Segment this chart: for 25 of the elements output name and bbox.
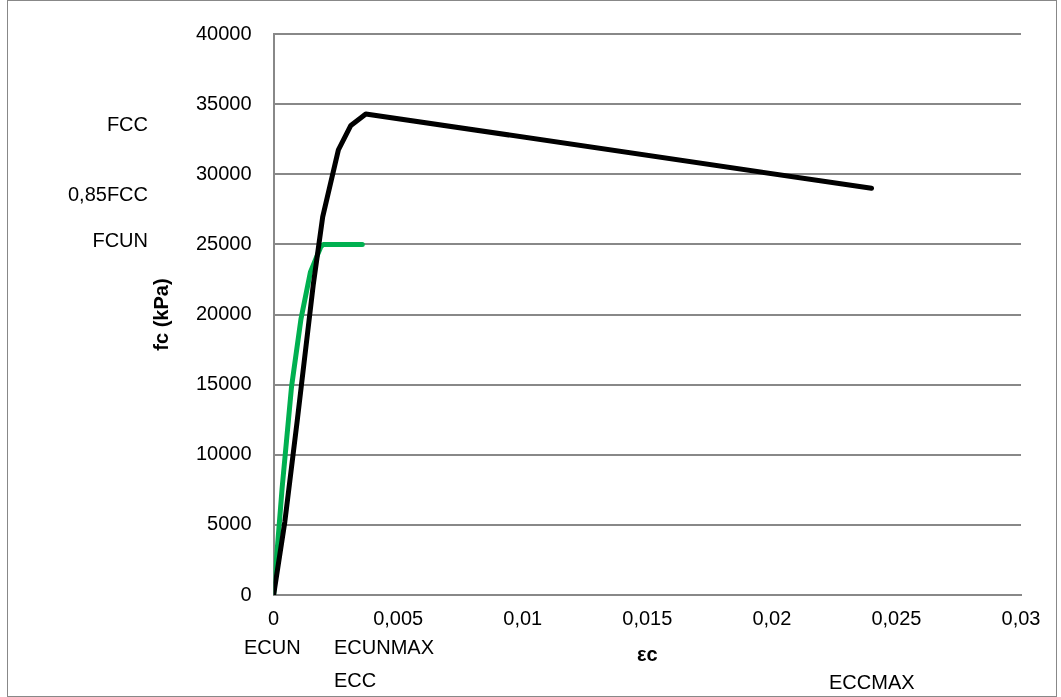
- x-tick-label: 0,015: [622, 606, 673, 629]
- x-tick-label: 0,01: [503, 606, 543, 629]
- x-tick-label: 0,005: [373, 606, 424, 629]
- y-tick-label: 15000: [195, 372, 252, 395]
- text: FCC: [106, 113, 148, 135]
- x-tick-label: 0,025: [871, 606, 922, 629]
- y-tick-label: 30000: [195, 161, 252, 184]
- text: ECC: [334, 669, 377, 691]
- y-tick-label: 0: [240, 582, 252, 605]
- x-tick-label: 0,02: [752, 606, 792, 629]
- y-tick-label: 5000: [207, 512, 252, 535]
- y-tick-label: 10000: [195, 442, 252, 465]
- x-tick-label: 0: [268, 606, 280, 629]
- y-axis-title: fc (kPa): [149, 278, 172, 351]
- text: ECUN: [244, 636, 301, 658]
- text: FCUN: [92, 229, 148, 251]
- text: 0,85FCC: [67, 183, 148, 205]
- x-tick-label: 0,03: [1001, 606, 1041, 629]
- x-axis-title: εc: [637, 642, 658, 665]
- text: ECUNMAX: [334, 636, 435, 658]
- y-tick-label: 25000: [195, 231, 252, 254]
- text: ECCMAX: [829, 671, 915, 693]
- y-tick-label: 35000: [195, 91, 252, 114]
- y-tick-label: 40000: [195, 21, 252, 44]
- y-tick-label: 20000: [195, 302, 252, 325]
